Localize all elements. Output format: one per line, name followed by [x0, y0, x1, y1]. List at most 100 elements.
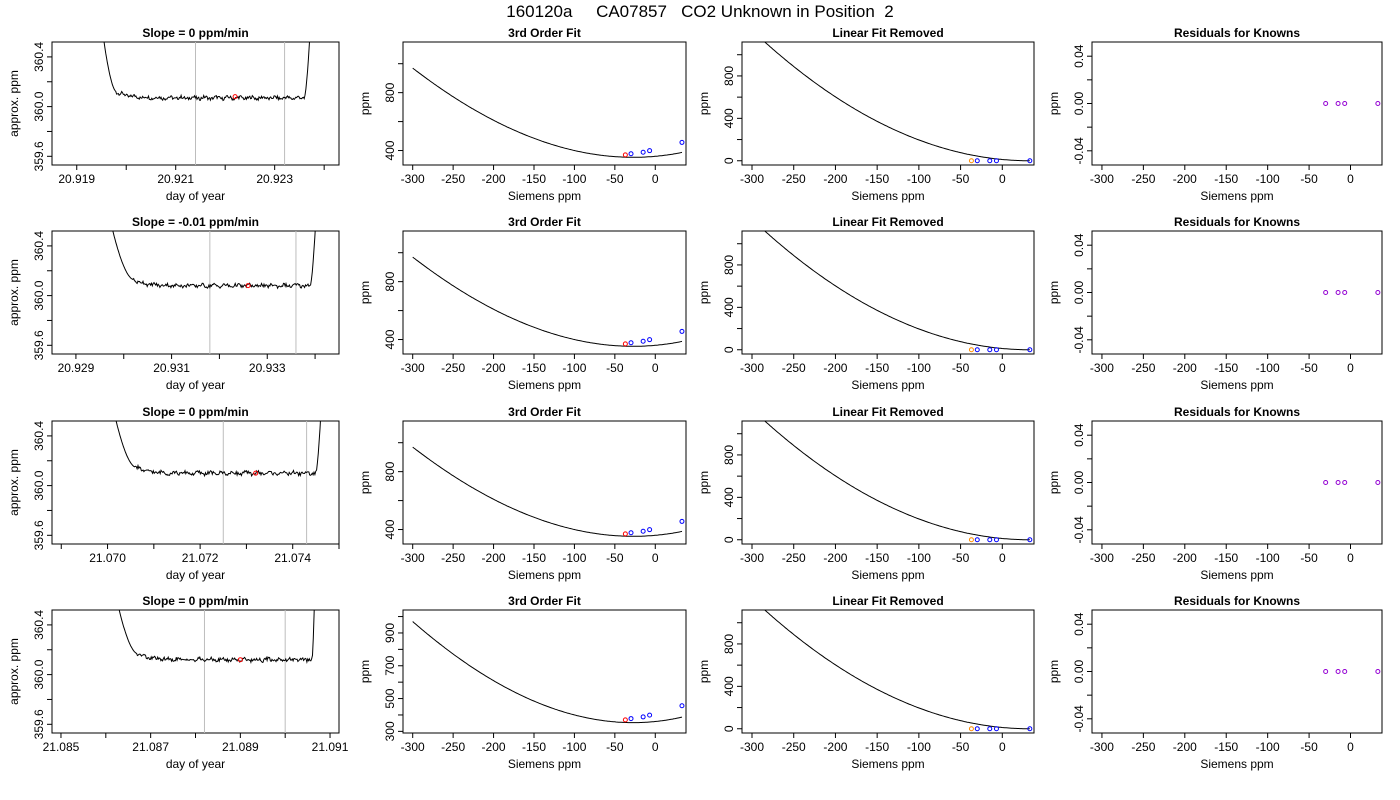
- y-tick-label: 360.0: [32, 280, 46, 310]
- plot-frame: [741, 420, 1035, 545]
- x-tick-label: -300: [1090, 740, 1114, 754]
- x-tick-label: -50: [606, 551, 624, 565]
- data-point-purple: [1323, 480, 1329, 485]
- x-tick-label: -100: [907, 551, 931, 565]
- data-point-red: [622, 152, 628, 158]
- plot-frame: [402, 230, 687, 355]
- y-axis-label: approx. ppm: [7, 70, 21, 137]
- x-tick-label: -50: [606, 740, 624, 754]
- data-point-purple: [1335, 480, 1341, 485]
- x-tick-label: -200: [823, 361, 847, 375]
- y-tick-label: -0.04: [1072, 705, 1086, 733]
- chart-panel-r3-c2: 3rd Order Fit -300 -250 -200 -150 -100 -50 0 400…: [358, 405, 687, 582]
- data-point-blue: [647, 337, 653, 343]
- x-tick-label: -300: [1090, 551, 1114, 565]
- x-tick-label: -250: [1131, 740, 1155, 754]
- chart-panel-r3-c4: Residuals for Knowns -300 -250 -200 -150 -100…: [1047, 405, 1383, 582]
- plot-area: [764, 610, 1033, 732]
- plot-area: [764, 421, 1033, 543]
- plot-frame: [402, 420, 687, 545]
- fit-curve: [764, 610, 1030, 730]
- chart-title: Linear Fit Removed: [832, 26, 943, 40]
- x-tick-label: -150: [865, 740, 889, 754]
- plot-frame: [741, 230, 1035, 355]
- series-line: [103, 42, 310, 102]
- x-tick-label: -300: [401, 740, 425, 754]
- x-axis-label: Siemens ppm: [1200, 189, 1273, 203]
- x-tick-label: -250: [441, 361, 465, 375]
- x-tick-label: -300: [401, 551, 425, 565]
- x-axis-label: Siemens ppm: [851, 568, 924, 582]
- chart-panel-r4-c1: Slope = 0 ppm/min 21.085 21.087 21.089 21.09…: [7, 594, 349, 771]
- y-axis-label: ppm: [1047, 281, 1061, 304]
- x-tick-label: -200: [482, 361, 506, 375]
- y-axis-label: ppm: [358, 471, 372, 494]
- plot-frame: [402, 41, 687, 166]
- data-point-red: [622, 717, 628, 723]
- x-tick-label: -250: [782, 740, 806, 754]
- data-point-blue: [628, 151, 634, 157]
- y-tick-label: 359.6: [32, 709, 46, 739]
- x-tick-label: -300: [740, 551, 764, 565]
- plot-area: [118, 610, 315, 733]
- x-tick-label: -250: [782, 361, 806, 375]
- y-axis-label: ppm: [358, 281, 372, 304]
- data-point-blue: [993, 537, 999, 543]
- x-tick-label: -150: [865, 551, 889, 565]
- fit-curve: [412, 256, 683, 347]
- y-tick-label: 700: [383, 655, 397, 675]
- y-tick-label: 359.6: [32, 141, 46, 171]
- chart-title: 3rd Order Fit: [508, 215, 581, 229]
- x-tick-label: -50: [1300, 740, 1318, 754]
- chart-panel-r4-c4: Residuals for Knowns -300 -250 -200 -150 -100…: [1047, 594, 1383, 771]
- x-tick-label: -150: [522, 551, 546, 565]
- x-tick-label: -100: [1256, 361, 1280, 375]
- x-tick-label: -100: [1256, 172, 1280, 186]
- x-tick-label: -50: [606, 361, 624, 375]
- data-point-red: [237, 657, 243, 663]
- y-tick-label: 400: [722, 676, 736, 696]
- data-point-blue: [640, 149, 646, 155]
- chart-title: Slope = 0 ppm/min: [142, 26, 248, 40]
- plot-area: [1323, 480, 1381, 485]
- y-tick-label: 0: [722, 536, 736, 543]
- data-point-blue: [628, 340, 634, 346]
- data-point-blue: [647, 712, 653, 718]
- chart-panel-r3-c3: Linear Fit Removed -300 -250 -200 -150 -100 -5…: [697, 405, 1035, 582]
- data-point-blue: [679, 703, 685, 709]
- chart-panel-r3-c1: Slope = 0 ppm/min 21.070 21.072 21.074 359.6…: [7, 405, 340, 582]
- plot-area: [112, 231, 316, 354]
- x-tick-label: 0: [652, 740, 659, 754]
- x-tick-label: -200: [823, 172, 847, 186]
- x-tick-label: -150: [1214, 172, 1238, 186]
- x-tick-label: 21.074: [274, 551, 311, 565]
- y-tick-label: -0.04: [1072, 137, 1086, 165]
- y-tick-label: 0.00: [1072, 470, 1086, 494]
- y-tick-label: 360.0: [32, 659, 46, 689]
- x-tick-label: 21.085: [43, 740, 80, 754]
- x-tick-label: -50: [952, 172, 970, 186]
- chart-title: Linear Fit Removed: [832, 594, 943, 608]
- chart-title: 3rd Order Fit: [508, 594, 581, 608]
- plot-area: [1323, 290, 1381, 295]
- plot-frame: [51, 420, 340, 545]
- y-tick-label: 900: [383, 623, 397, 643]
- data-point-blue: [987, 537, 993, 543]
- y-tick-label: 359.6: [32, 520, 46, 550]
- x-tick-label: -100: [1256, 551, 1280, 565]
- x-axis-label: Siemens ppm: [508, 378, 581, 392]
- data-point-blue: [628, 530, 634, 536]
- chart-title: Residuals for Knowns: [1174, 215, 1300, 229]
- figure-title: 160120a CA07857 CO2 Unknown in Position …: [506, 2, 894, 21]
- data-point-orange: [968, 158, 974, 164]
- data-point-blue: [974, 726, 980, 732]
- y-tick-label: 0.04: [1072, 44, 1086, 68]
- y-tick-label: 360.4: [32, 421, 46, 451]
- plot-area: [412, 67, 685, 158]
- x-tick-label: -200: [1173, 172, 1197, 186]
- y-tick-label: 800: [722, 255, 736, 275]
- data-point-blue: [640, 528, 646, 534]
- chart-panel-r4-c2: 3rd Order Fit -300 -250 -200 -150 -100 -50 0 300…: [358, 594, 687, 771]
- data-point-blue: [987, 726, 993, 732]
- x-tick-label: 0: [1347, 740, 1354, 754]
